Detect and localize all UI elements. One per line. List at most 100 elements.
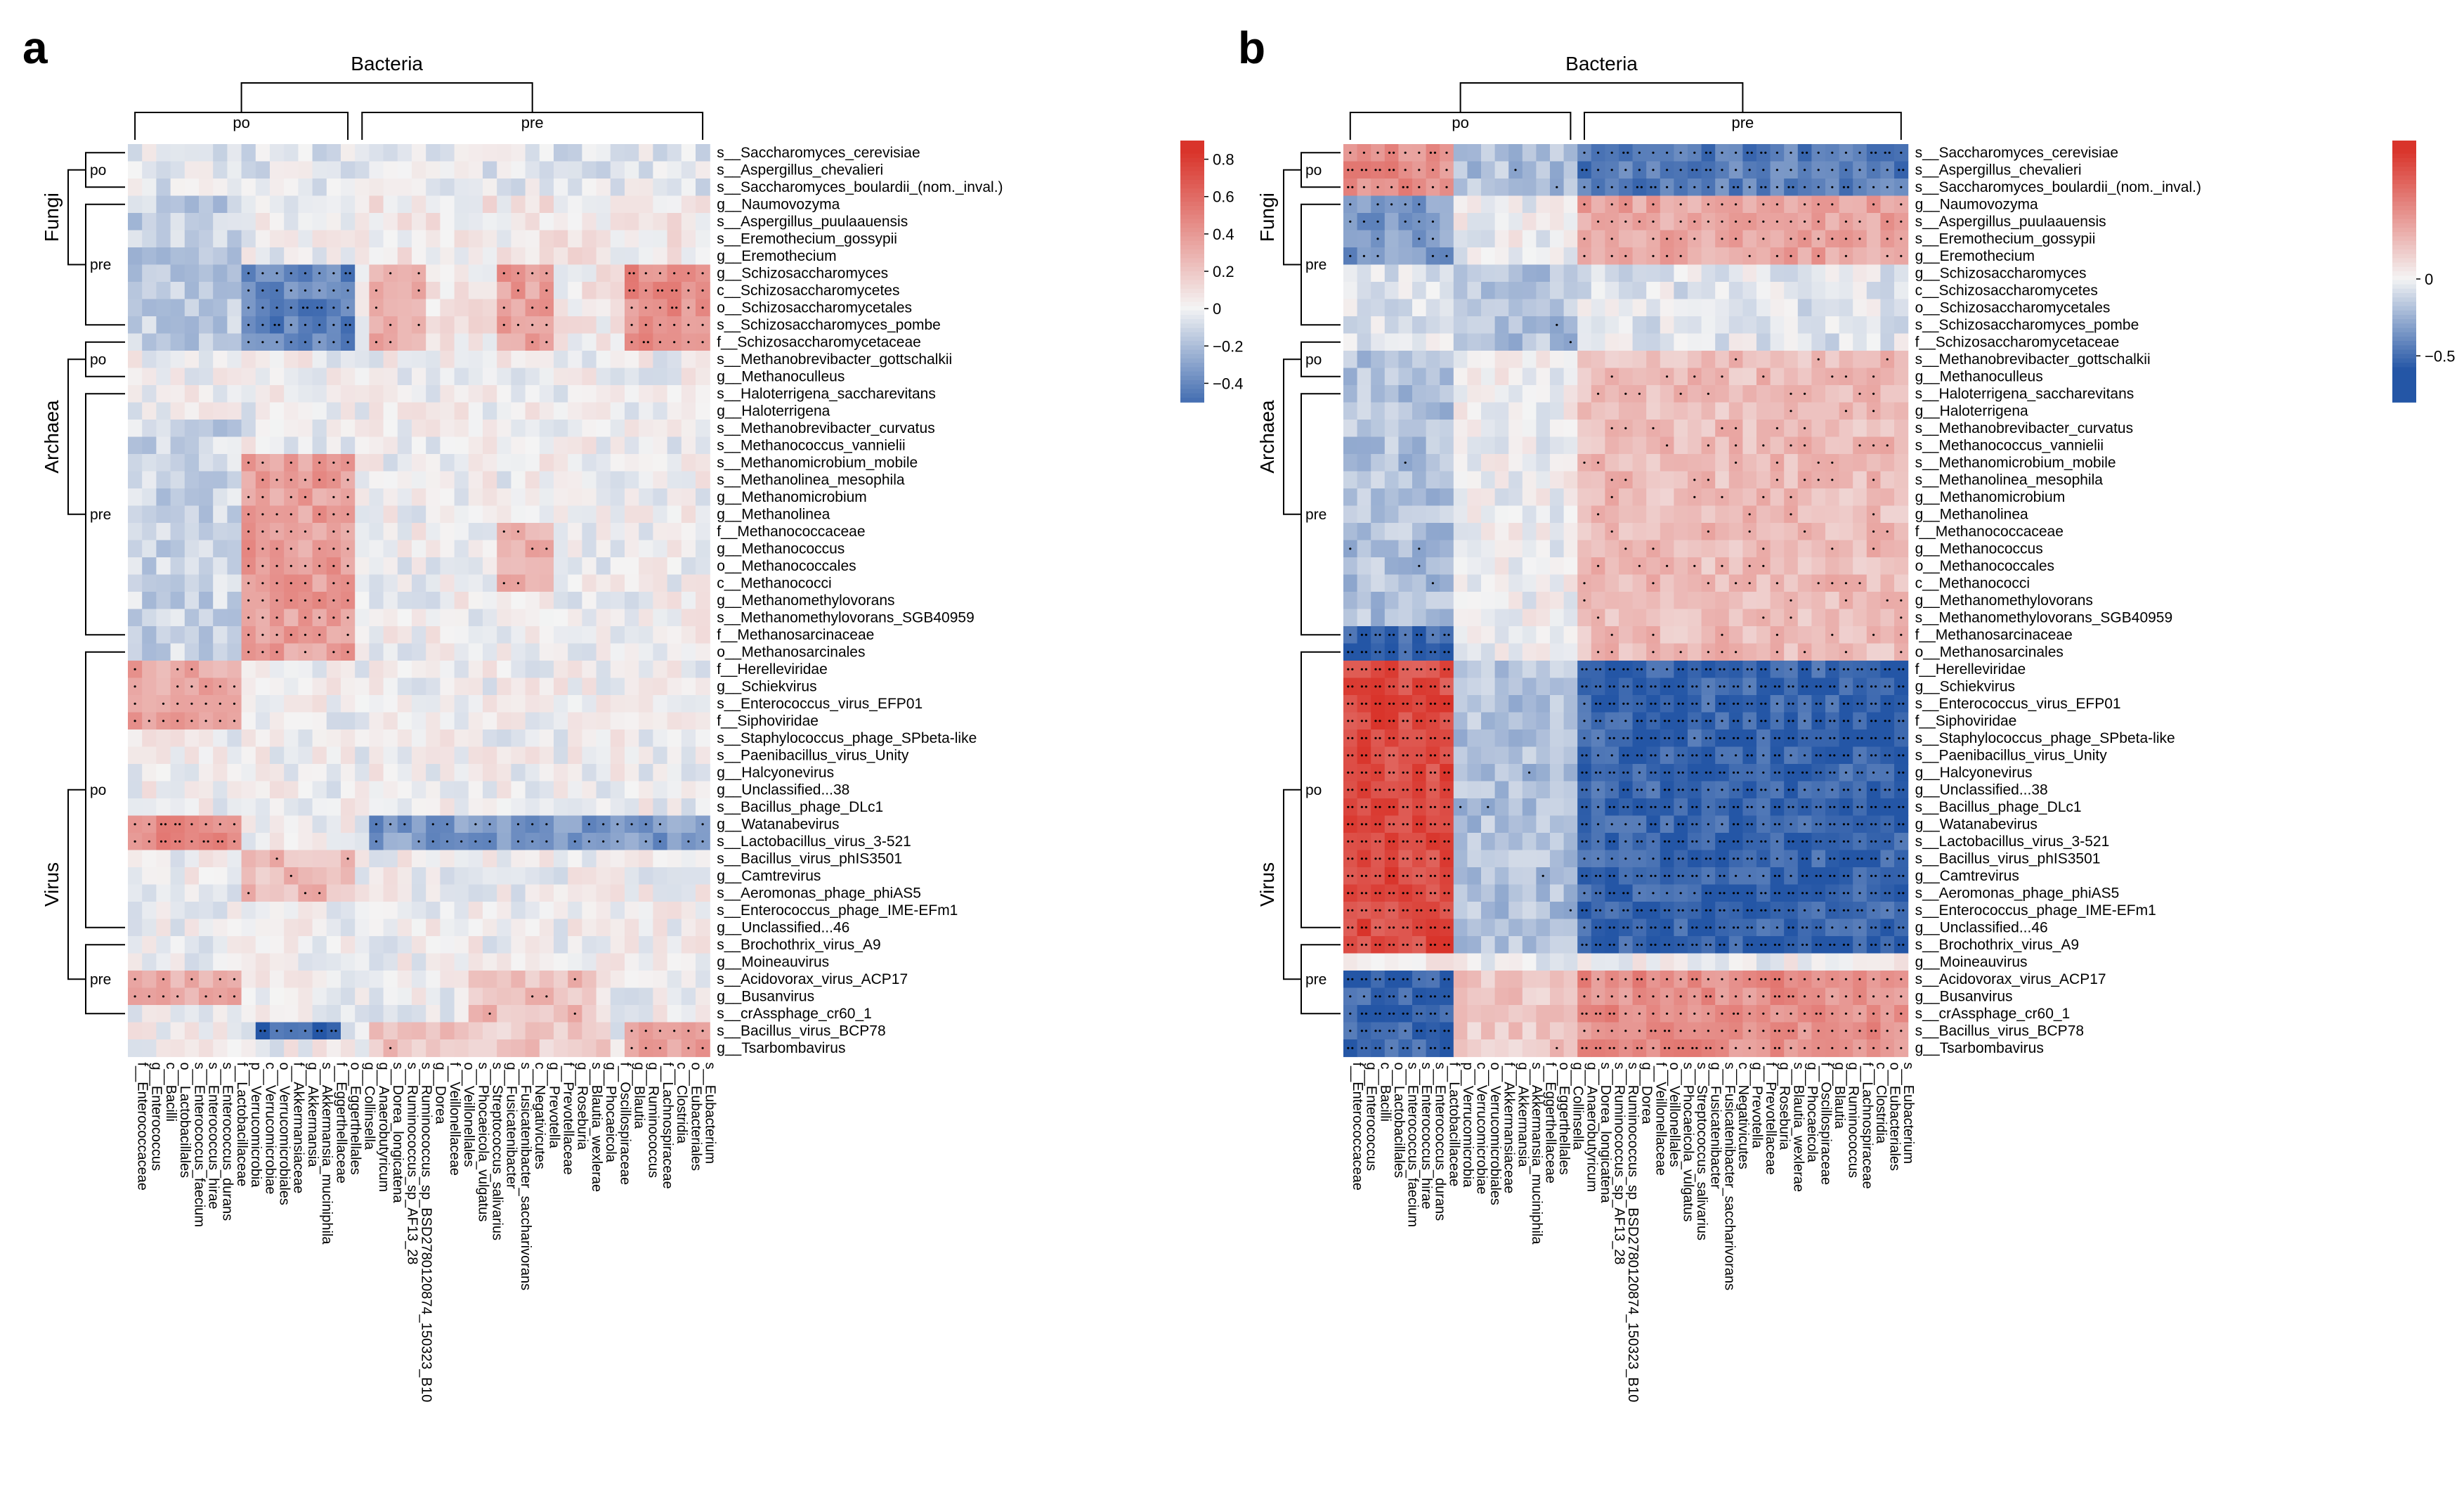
heatmap-cell <box>1728 695 1743 713</box>
significance-dot <box>318 461 321 464</box>
heatmap-cell <box>468 523 483 541</box>
heatmap-cell <box>156 677 171 696</box>
heatmap-cell <box>596 729 611 748</box>
heatmap-cell <box>610 902 625 920</box>
significance-dot <box>1610 169 1613 171</box>
significance-dot <box>1612 685 1615 688</box>
heatmap-cell <box>170 247 185 266</box>
heatmap-cell <box>1688 592 1702 610</box>
heatmap-cell <box>184 884 200 902</box>
significance-dot <box>1817 479 1820 481</box>
heatmap-cell <box>426 626 441 644</box>
heatmap-cell <box>454 661 469 679</box>
significance-dot <box>1443 771 1446 774</box>
significance-dot <box>1610 254 1613 257</box>
heatmap-cell <box>568 850 582 868</box>
significance-dot <box>1815 737 1818 739</box>
heatmap-cell <box>696 213 710 231</box>
colorbar-segment <box>1180 332 1204 337</box>
significance-dot <box>1846 668 1849 670</box>
heatmap-cell <box>1811 264 1826 283</box>
heatmap-cell <box>1688 247 1702 266</box>
significance-dot <box>1775 702 1778 705</box>
heatmap-cell <box>582 540 597 558</box>
heatmap-cell <box>1508 316 1523 335</box>
heatmap-cell <box>1508 144 1523 162</box>
significance-dot <box>1418 186 1421 188</box>
heatmap-cell <box>568 402 582 420</box>
heatmap-cell <box>1412 764 1427 782</box>
heatmap-cell <box>1343 729 1358 748</box>
heatmap-cell <box>227 299 242 317</box>
heatmap-cell <box>1371 385 1386 403</box>
heatmap-cell <box>184 746 200 765</box>
heatmap-cell <box>667 471 682 489</box>
significance-dot <box>488 840 491 843</box>
heatmap-cell <box>1632 454 1647 472</box>
heatmap-cell <box>142 798 157 817</box>
heatmap-cell <box>1343 677 1358 696</box>
significance-dot <box>1624 203 1627 206</box>
heatmap-cell <box>412 661 426 679</box>
heatmap-cell <box>653 282 668 300</box>
heatmap-cell <box>383 609 398 627</box>
heatmap-cell <box>241 987 256 1006</box>
heatmap-cell <box>596 850 611 868</box>
heatmap-cell <box>156 385 171 403</box>
heatmap-cell <box>554 850 568 868</box>
heatmap-cell <box>568 729 582 748</box>
significance-dot <box>502 306 505 309</box>
heatmap-cell <box>1825 264 1840 283</box>
heatmap-cell <box>1440 368 1454 386</box>
heatmap-cell <box>355 523 370 541</box>
heatmap-cell <box>1343 179 1358 197</box>
significance-dot <box>1870 668 1873 670</box>
significance-dot <box>273 323 276 326</box>
heatmap-cell <box>1398 729 1413 748</box>
heatmap-cell <box>1591 247 1605 266</box>
heatmap-cell <box>1453 695 1468 713</box>
significance-dot <box>417 272 420 275</box>
heatmap-cell <box>1701 247 1716 266</box>
heatmap-cell <box>255 385 270 403</box>
heatmap-cell <box>1632 592 1647 610</box>
heatmap-cell <box>397 971 412 989</box>
heatmap-cell <box>497 540 511 558</box>
heatmap-cell <box>1770 230 1785 248</box>
significance-dot <box>1597 651 1600 654</box>
heatmap-cell <box>1825 609 1840 627</box>
heatmap-cell <box>539 368 554 386</box>
heatmap-cell <box>1756 505 1771 524</box>
heatmap-cell <box>454 902 469 920</box>
colorbar-tick-label: 0 <box>1213 300 1221 318</box>
heatmap-cell <box>582 764 597 782</box>
heatmap-cell <box>1577 523 1592 541</box>
heatmap-cell <box>241 729 256 748</box>
significance-dot <box>1418 151 1421 154</box>
significance-dot <box>1402 668 1404 670</box>
heatmap-cell <box>1563 471 1578 489</box>
heatmap-cell <box>1811 333 1826 351</box>
row-label: s__Acidovorax_virus_ACP17 <box>717 971 908 987</box>
heatmap-cell <box>468 712 483 730</box>
heatmap-cell <box>525 574 540 592</box>
row-label: o__Schizosaccharomycetales <box>717 300 912 316</box>
heatmap-cell <box>1701 557 1716 576</box>
heatmap-cell <box>312 902 327 920</box>
heatmap-cell <box>667 971 682 989</box>
heatmap-cell <box>1784 179 1799 197</box>
heatmap-cell <box>241 1039 256 1058</box>
heatmap-cell <box>440 213 455 231</box>
significance-dot <box>289 633 292 636</box>
significance-dot <box>1393 633 1395 636</box>
significance-dot <box>261 530 264 533</box>
heatmap-cell <box>681 746 696 765</box>
heatmap-cell <box>525 746 540 765</box>
heatmap-cell <box>284 902 299 920</box>
heatmap-cell <box>667 402 682 420</box>
heatmap-cell <box>1728 729 1743 748</box>
heatmap-cell <box>483 1039 497 1058</box>
heatmap-cell <box>525 764 540 782</box>
heatmap-cell <box>653 850 668 868</box>
heatmap-cell <box>142 230 157 248</box>
